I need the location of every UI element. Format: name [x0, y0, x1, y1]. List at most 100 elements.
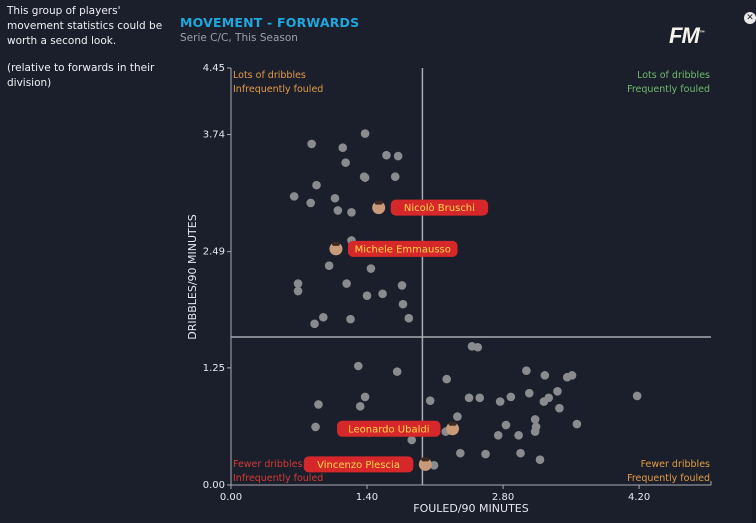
data-point[interactable] [524, 388, 534, 398]
data-point[interactable] [319, 312, 328, 322]
data-point[interactable] [464, 393, 474, 403]
data-point[interactable] [456, 448, 465, 458]
data-point[interactable] [404, 313, 414, 323]
data-point[interactable] [362, 291, 372, 301]
data-point[interactable] [307, 139, 316, 149]
close-icon[interactable]: ✕ [744, 12, 756, 24]
data-point[interactable] [390, 172, 400, 182]
quadrant-label-bottom-right: Frequently fouled [627, 473, 710, 484]
x-tick-label: 4.20 [628, 492, 650, 503]
data-point[interactable] [516, 448, 525, 458]
chart-subtitle: Serie C/C, This Season [180, 32, 298, 44]
data-point[interactable] [540, 371, 550, 380]
player-label-badge [390, 199, 489, 216]
highlighted-player[interactable]: Leonardo Ubaldi [337, 420, 460, 437]
player-label-text: Leonardo Ubaldi [348, 424, 429, 435]
data-point[interactable] [333, 206, 343, 215]
quadrant-label-bottom-left: Fewer dribbles [233, 459, 302, 470]
data-point[interactable] [522, 366, 531, 375]
data-point[interactable] [346, 314, 355, 324]
player-label-text: Nicolò Bruschi [404, 202, 475, 214]
data-point[interactable] [473, 342, 483, 352]
quadrant-label-top-right: Frequently fouled [627, 84, 710, 95]
player-label-text: Michele Emmausso [355, 244, 451, 255]
data-point[interactable] [338, 143, 348, 152]
data-point[interactable] [324, 261, 334, 271]
data-point[interactable] [293, 279, 303, 288]
data-point[interactable] [392, 367, 402, 376]
data-point[interactable] [481, 449, 490, 459]
data-point[interactable] [312, 180, 321, 190]
data-point[interactable] [310, 319, 319, 329]
y-tick-label: 1.25 [203, 363, 225, 374]
data-point[interactable] [553, 386, 562, 396]
quadrant-label-top-left: Lots of dribbles [233, 70, 306, 81]
data-point[interactable] [353, 361, 363, 371]
data-point[interactable] [314, 400, 323, 409]
data-point[interactable] [632, 391, 642, 401]
data-point[interactable] [514, 431, 523, 440]
data-point[interactable] [495, 397, 505, 406]
data-point[interactable] [530, 427, 540, 436]
data-point[interactable] [562, 372, 572, 382]
data-point[interactable] [407, 435, 417, 445]
data-point[interactable] [289, 192, 299, 201]
data-point[interactable] [572, 419, 582, 429]
data-point[interactable] [530, 415, 540, 424]
player-label-badge [347, 240, 458, 257]
data-point[interactable] [397, 281, 407, 290]
data-point[interactable] [311, 422, 320, 432]
description-text: This group of players' movement statisti… [7, 5, 163, 47]
x-tick-label: 0.00 [220, 492, 242, 503]
data-point[interactable] [355, 401, 365, 411]
x-tick-label: 1.40 [356, 492, 378, 503]
player-hair-icon [448, 421, 457, 426]
player-hair-icon [374, 200, 383, 205]
close-button[interactable]: ✕ [744, 7, 756, 27]
data-point[interactable] [360, 173, 370, 182]
chart-title: MOVEMENT - FORWARDS [180, 15, 360, 30]
data-point[interactable] [330, 193, 340, 203]
data-point[interactable] [535, 455, 545, 464]
data-point[interactable] [544, 393, 554, 403]
data-point[interactable] [382, 150, 391, 160]
data-point[interactable] [453, 412, 462, 421]
description-note: (relative to forwards in their division) [7, 62, 155, 89]
x-tick-label: 2.80 [492, 492, 514, 503]
data-point[interactable] [506, 392, 516, 402]
player-label-badge [337, 420, 441, 437]
player-hair-icon [421, 457, 430, 462]
data-point[interactable] [341, 158, 350, 167]
quadrant-label-bottom-right: Fewer dribbles [641, 459, 710, 470]
data-point[interactable] [378, 289, 387, 299]
y-tick-label: 4.45 [203, 63, 225, 74]
data-point[interactable] [366, 264, 376, 273]
data-point[interactable] [425, 396, 435, 405]
data-point[interactable] [293, 286, 303, 296]
highlighted-player[interactable]: Michele Emmausso [329, 240, 458, 257]
scrollbar-strip [752, 40, 756, 523]
data-point[interactable] [475, 393, 485, 403]
data-point[interactable] [493, 431, 503, 440]
y-tick-label: 0.00 [203, 480, 225, 491]
quadrant-label-top-left: Infrequently fouled [233, 84, 323, 95]
data-point[interactable] [360, 129, 370, 138]
data-point[interactable] [360, 392, 370, 402]
quadrant-label-top-right: Lots of dribbles [637, 70, 710, 81]
data-point[interactable] [342, 279, 351, 288]
highlighted-player[interactable]: Vincenzo Plescia [303, 456, 432, 473]
data-point[interactable] [347, 208, 356, 217]
y-axis-title: DRIBBLES/90 MINUTES [186, 214, 199, 339]
data-point[interactable] [442, 374, 452, 384]
data-point[interactable] [555, 403, 564, 413]
player-hair-icon [331, 241, 340, 246]
data-point[interactable] [398, 299, 408, 309]
x-axis-title: FOULED/90 MINUTES [413, 502, 528, 515]
player-face-icon [372, 201, 386, 215]
data-point[interactable] [501, 420, 511, 430]
data-point[interactable] [429, 461, 439, 470]
highlighted-player[interactable]: Nicolò Bruschi [372, 199, 489, 216]
data-point[interactable] [393, 151, 403, 161]
data-point[interactable] [306, 198, 315, 208]
